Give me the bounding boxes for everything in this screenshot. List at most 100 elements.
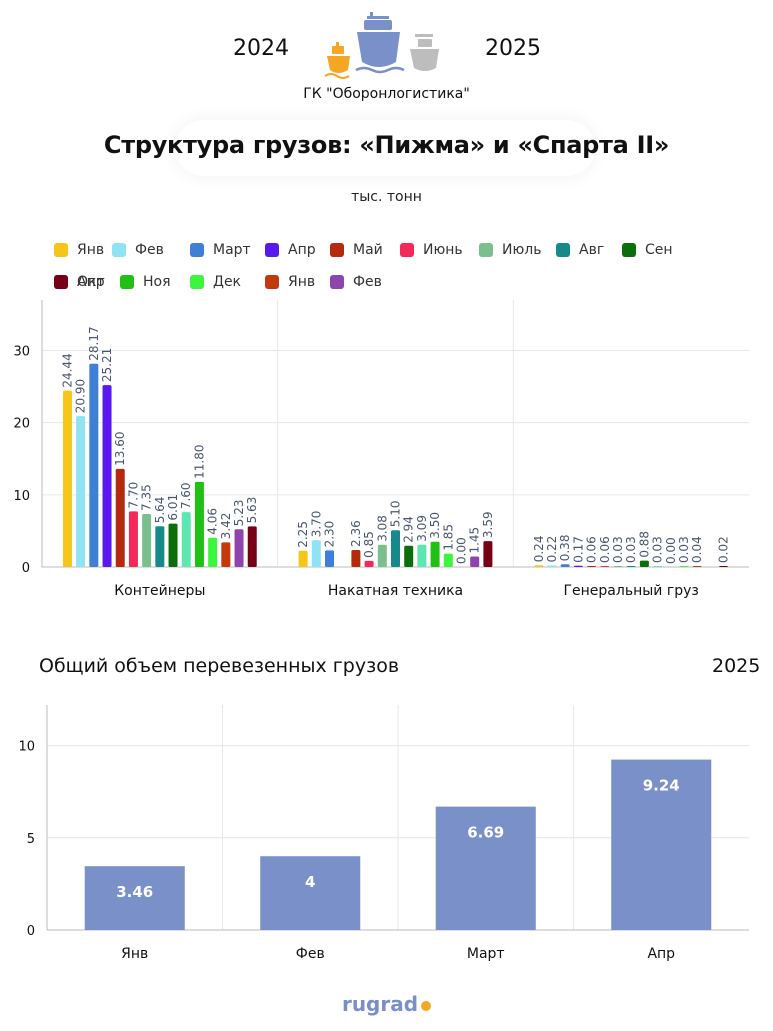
bar[interactable] bbox=[155, 526, 165, 567]
x-tick-label: Апр bbox=[647, 946, 675, 962]
data-label: 0.88 bbox=[637, 531, 651, 558]
legend-label: Июнь bbox=[423, 242, 463, 258]
legend-label: Июль bbox=[502, 242, 542, 258]
bar[interactable] bbox=[613, 566, 623, 567]
bar[interactable] bbox=[679, 566, 689, 567]
bar[interactable] bbox=[325, 550, 334, 567]
legend-swatch bbox=[190, 275, 204, 289]
bar[interactable] bbox=[84, 866, 185, 930]
data-label: 5.63 bbox=[245, 497, 259, 524]
data-label: 0.00 bbox=[664, 537, 678, 564]
legend-item[interactable]: Ноя bbox=[120, 274, 171, 290]
x-tick-label: Накатная техника bbox=[328, 583, 463, 599]
legend-item[interactable]: Янв bbox=[265, 274, 315, 290]
legend-item[interactable]: Март bbox=[190, 242, 251, 258]
bar[interactable] bbox=[430, 541, 440, 567]
bar[interactable] bbox=[483, 541, 493, 567]
bar[interactable] bbox=[534, 565, 544, 567]
legend-item[interactable]: Апр bbox=[54, 274, 105, 290]
data-label: 0.00 bbox=[455, 537, 469, 564]
data-label: 9.24 bbox=[643, 777, 680, 795]
bar[interactable] bbox=[626, 566, 636, 567]
legend-item[interactable]: Фев bbox=[112, 242, 164, 258]
data-label: 4 bbox=[305, 873, 315, 891]
data-label: 0.17 bbox=[571, 536, 585, 563]
bar[interactable] bbox=[611, 759, 712, 930]
bar[interactable] bbox=[719, 566, 729, 567]
bar[interactable] bbox=[142, 513, 152, 567]
data-label: 28.17 bbox=[87, 326, 101, 360]
bar[interactable] bbox=[194, 481, 204, 567]
data-label: 0.38 bbox=[558, 535, 572, 562]
data-label: 3.50 bbox=[428, 512, 442, 539]
bar[interactable] bbox=[391, 530, 400, 567]
legend-item[interactable]: Апр bbox=[265, 242, 316, 258]
bar[interactable] bbox=[653, 566, 663, 567]
legend-swatch bbox=[330, 275, 344, 289]
legend-item[interactable]: Май bbox=[330, 242, 383, 258]
total-volume-chart: 0 5 10 3.46 Янв 4 Фев 6.69 Март 9.24 Апр bbox=[18, 705, 749, 962]
bar[interactable] bbox=[168, 523, 178, 567]
data-label: 3.08 bbox=[375, 515, 389, 542]
data-label: 1.45 bbox=[468, 527, 482, 554]
data-label: 5.23 bbox=[232, 500, 246, 527]
bar[interactable] bbox=[181, 512, 191, 567]
legend-swatch bbox=[556, 243, 570, 257]
total-volume-title: Общий объем перевезенных грузов bbox=[39, 655, 400, 677]
data-label: 3.09 bbox=[415, 515, 429, 542]
data-label: 3.46 bbox=[116, 883, 153, 901]
bar[interactable] bbox=[587, 566, 597, 567]
y-tick-label: 10 bbox=[18, 740, 35, 755]
legend-item[interactable]: Авг bbox=[556, 242, 604, 258]
y-tick-label: 5 bbox=[27, 832, 35, 847]
bar[interactable] bbox=[600, 566, 610, 567]
data-label: 0.85 bbox=[362, 531, 376, 558]
bar[interactable] bbox=[115, 468, 125, 567]
bar[interactable] bbox=[128, 511, 138, 567]
bar[interactable] bbox=[364, 560, 374, 567]
organization-name: ГК "Оборонлогистика" bbox=[303, 86, 470, 102]
bar[interactable] bbox=[89, 363, 99, 567]
rugrad-logo: rugrad bbox=[0, 992, 773, 1016]
data-label: 0.06 bbox=[598, 536, 612, 563]
bar[interactable] bbox=[547, 565, 557, 567]
bar[interactable] bbox=[692, 566, 702, 567]
bar[interactable] bbox=[417, 544, 427, 567]
data-label: 7.35 bbox=[140, 484, 154, 511]
data-label: 1.85 bbox=[441, 524, 455, 551]
y-tick-label: 30 bbox=[13, 345, 30, 360]
legend-label: Авг bbox=[579, 242, 605, 258]
bar[interactable] bbox=[298, 550, 308, 567]
bar[interactable] bbox=[76, 416, 86, 567]
x-tick-label: Янв bbox=[121, 946, 148, 962]
bar[interactable] bbox=[404, 545, 414, 567]
bar[interactable] bbox=[62, 390, 72, 567]
legend-item[interactable]: Дек bbox=[190, 274, 241, 290]
legend-item[interactable]: Сен bbox=[622, 242, 673, 258]
bar[interactable] bbox=[573, 565, 583, 567]
data-label: 3.70 bbox=[309, 511, 323, 538]
bar[interactable] bbox=[102, 385, 112, 567]
bar[interactable] bbox=[351, 549, 361, 567]
legend-item[interactable]: Июнь bbox=[400, 242, 463, 258]
bar[interactable] bbox=[443, 553, 453, 567]
legend-item[interactable]: Янв bbox=[54, 242, 104, 258]
bar[interactable] bbox=[435, 806, 536, 930]
logo-text: rugrad bbox=[341, 992, 419, 1016]
legend-item[interactable]: Фев bbox=[330, 274, 382, 290]
y-tick-label: 0 bbox=[27, 924, 35, 939]
bar[interactable] bbox=[221, 542, 231, 567]
bar[interactable] bbox=[639, 560, 649, 567]
bar[interactable] bbox=[208, 537, 218, 567]
bar[interactable] bbox=[311, 540, 321, 567]
bar[interactable] bbox=[234, 529, 244, 567]
bar[interactable] bbox=[377, 544, 387, 567]
logo-dot bbox=[421, 1000, 432, 1011]
bar[interactable] bbox=[560, 564, 570, 567]
bar[interactable] bbox=[260, 856, 361, 930]
ship-grey-icon bbox=[410, 34, 439, 71]
legend-swatch bbox=[265, 275, 279, 289]
legend-item[interactable]: Июль bbox=[479, 242, 541, 258]
bar[interactable] bbox=[470, 556, 480, 567]
bar[interactable] bbox=[247, 526, 257, 567]
